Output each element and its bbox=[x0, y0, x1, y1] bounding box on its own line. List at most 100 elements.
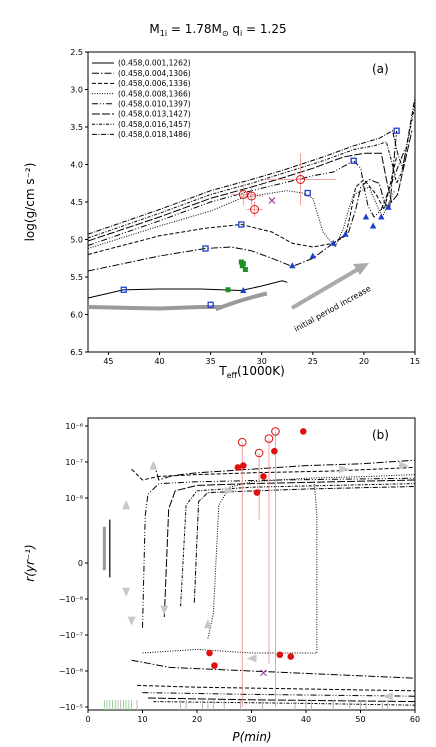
x-tick-label: 15 bbox=[410, 357, 420, 366]
observed-open-circle bbox=[271, 427, 280, 436]
panel-a-y-ticks: 2.5 3.0 3.5 4.0 4.5 5.0 5.5 6.0 6.5 bbox=[70, 48, 88, 357]
panel-a: 45 40 35 30 25 20 15 2.5 3.0 3.5 4.0 4.5 5.0 5.5 6.0 6… bbox=[23, 48, 420, 380]
y-tick-label: 3.5 bbox=[70, 123, 83, 132]
rate-track-1 bbox=[131, 466, 416, 481]
observed-open-circle bbox=[250, 205, 260, 214]
blue-triangle-marker bbox=[342, 230, 349, 237]
green-square-marker bbox=[225, 287, 231, 293]
y-tick-label: 5.0 bbox=[70, 236, 83, 245]
observed-filled-circle bbox=[211, 662, 218, 669]
blue-triangle-marker bbox=[369, 222, 377, 229]
blue-square-marker bbox=[350, 157, 357, 164]
period-increase-arrow bbox=[290, 266, 362, 310]
blue-square-marker bbox=[120, 286, 127, 293]
x-tick-label: 25 bbox=[308, 357, 318, 366]
x-tick-label: 30 bbox=[257, 357, 267, 366]
gray-track-band bbox=[87, 291, 268, 312]
blue-triangle-marker bbox=[362, 213, 370, 220]
observed-filled-circle bbox=[234, 464, 242, 471]
y-tick-label: 0 bbox=[78, 559, 83, 568]
observed-open-circle bbox=[296, 175, 306, 184]
panel-b-markers bbox=[206, 427, 307, 707]
direction-arrow bbox=[127, 616, 136, 626]
series-line-4 bbox=[87, 149, 406, 246]
observed-open-circle bbox=[247, 191, 256, 201]
rate-track-4 bbox=[163, 479, 416, 618]
x-tick-label: 60 bbox=[410, 715, 420, 724]
rate-track-5 bbox=[180, 483, 416, 607]
direction-arrow bbox=[399, 461, 410, 470]
series-line-1 bbox=[87, 130, 398, 272]
panel-b-x-ticks: 0 10 20 30 40 50 60 bbox=[85, 710, 420, 724]
blue-triangle-marker bbox=[385, 203, 392, 210]
panel-a-label: (a) bbox=[372, 62, 389, 76]
series-line-0 bbox=[87, 280, 288, 299]
y-tick-label: −10⁻⁸ bbox=[59, 595, 83, 604]
y-tick-label: 2.5 bbox=[70, 48, 83, 57]
observed-open-circle bbox=[237, 437, 247, 447]
y-tick-label: −10⁻⁵ bbox=[59, 703, 83, 712]
observed-filled-circle bbox=[287, 653, 295, 660]
direction-arrow bbox=[149, 460, 158, 470]
observed-filled-circle bbox=[276, 651, 284, 659]
x-tick-label: 20 bbox=[359, 357, 369, 366]
x-tick-label: 50 bbox=[355, 715, 365, 724]
blue-triangle-marker bbox=[378, 213, 385, 220]
panel-a-x-ticks: 45 40 35 30 25 20 15 bbox=[103, 352, 420, 366]
observed-filled-circle bbox=[260, 473, 267, 480]
blue-square-marker bbox=[393, 127, 400, 134]
y-tick-label: 5.5 bbox=[70, 273, 83, 282]
observed-open-circle bbox=[264, 434, 274, 443]
series-line-5 bbox=[87, 130, 413, 242]
rate-track-0 bbox=[152, 459, 416, 481]
green-square-marker bbox=[242, 267, 248, 272]
x-tick-label: 45 bbox=[103, 357, 113, 366]
panel-b: 0 10 20 30 40 50 60 −10⁻⁵ −10⁻⁶ −10⁻⁷ −10⁻⁸ 0 10⁻⁸ 1… bbox=[23, 417, 420, 744]
panel-b-direction-arrows bbox=[122, 460, 410, 701]
green-square-marker bbox=[239, 263, 245, 269]
y-tick-label: 4.0 bbox=[70, 161, 83, 170]
x-tick-label: 10 bbox=[137, 715, 147, 724]
rate-track-lower-1 bbox=[137, 684, 416, 692]
observed-cross-marker bbox=[268, 197, 276, 204]
blue-triangle-marker bbox=[330, 239, 337, 246]
period-increase-arrowhead bbox=[353, 263, 369, 275]
y-tick-label: 10⁻⁸ bbox=[65, 494, 83, 503]
panel-b-y-label: r(yr⁻¹) bbox=[23, 544, 37, 581]
series-line-3 bbox=[87, 186, 396, 249]
y-tick-label: 10⁻⁶ bbox=[65, 422, 83, 431]
x-tick-label: 20 bbox=[192, 715, 202, 724]
direction-arrow bbox=[246, 654, 257, 663]
rate-track-lower-3 bbox=[147, 697, 416, 703]
rate-track-6 bbox=[193, 486, 416, 603]
gray-track-left bbox=[87, 305, 221, 311]
panel-a-y-label: log(g/cm s⁻²) bbox=[23, 163, 37, 242]
panel-b-rug bbox=[103, 700, 389, 710]
legend-label: (0.458,0.016,1457) bbox=[118, 120, 191, 129]
panel-b-x-label: P(min) bbox=[232, 730, 271, 744]
rate-track-lower-5 bbox=[153, 701, 416, 706]
observed-open-circle bbox=[254, 448, 264, 458]
direction-arrow bbox=[122, 500, 131, 510]
y-tick-label: −10⁻⁷ bbox=[59, 631, 83, 640]
panel-a-x-label: Teff(1000K) bbox=[218, 364, 285, 380]
blue-square-marker bbox=[202, 245, 209, 252]
y-tick-label: −10⁻⁶ bbox=[59, 667, 83, 676]
blue-triangle-marker bbox=[240, 287, 247, 293]
x-tick-label: 40 bbox=[301, 715, 311, 724]
blue-triangle-marker bbox=[309, 252, 317, 259]
legend-label: (0.458,0.013,1427) bbox=[118, 110, 191, 119]
x-tick-label: 40 bbox=[154, 357, 164, 366]
observed-filled-circle bbox=[253, 489, 261, 496]
blue-square-marker bbox=[238, 221, 245, 228]
direction-arrow bbox=[203, 619, 212, 629]
rate-track-3 bbox=[142, 477, 416, 628]
legend-label: (0.458,0.008,1366) bbox=[118, 89, 191, 98]
legend-label: (0.458,0.004,1306) bbox=[118, 69, 191, 78]
observed-filled-circle bbox=[206, 649, 213, 657]
panel-a-markers bbox=[120, 127, 400, 308]
legend-label: (0.458,0.018,1486) bbox=[118, 130, 191, 139]
x-tick-label: 0 bbox=[85, 715, 90, 724]
legend-label: (0.458,0.006,1336) bbox=[118, 79, 191, 88]
